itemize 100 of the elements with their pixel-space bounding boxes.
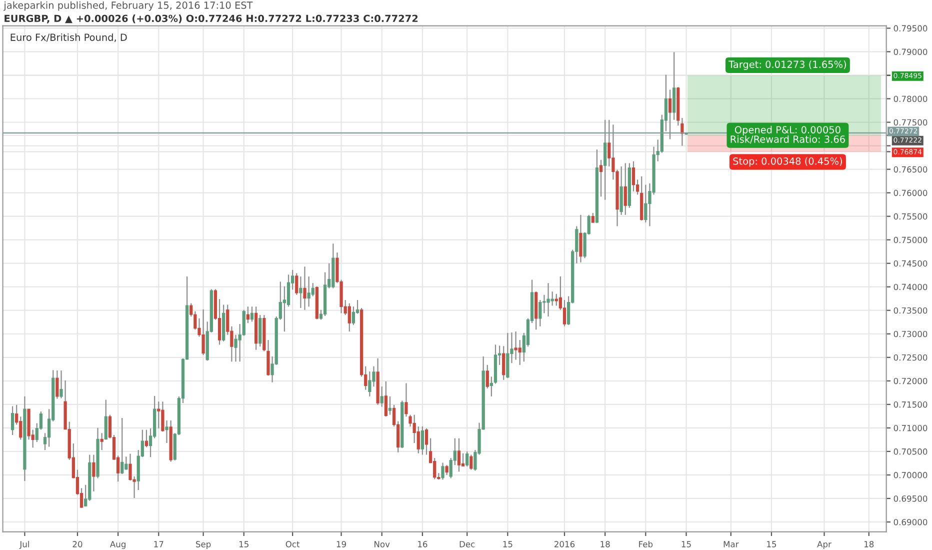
candlestick — [348, 302, 351, 332]
candlestick — [445, 464, 448, 476]
candlestick — [352, 306, 356, 326]
y-tick-label: 0.76500 — [894, 166, 928, 173]
x-tick-label: 15 — [239, 541, 248, 548]
candlestick — [120, 417, 124, 475]
candlestick — [579, 214, 582, 263]
candlestick — [420, 426, 424, 456]
x-tick-label: Mar — [724, 541, 739, 548]
candlestick — [299, 276, 302, 309]
y-tick-label: 0.69000 — [894, 518, 928, 526]
candlestick — [388, 396, 392, 416]
candlestick — [124, 456, 128, 470]
y-tick-label: 0.75500 — [894, 213, 928, 220]
y-tick-label: 0.71000 — [894, 424, 928, 432]
candlestick — [60, 370, 63, 399]
band-label: Stop: 0.00348 (0.45%) — [733, 157, 842, 167]
x-tick-label: 15 — [503, 541, 512, 548]
candlestick — [384, 380, 388, 418]
candlestick — [100, 432, 104, 451]
candlestick — [307, 276, 310, 308]
y-tick-label: 0.72000 — [894, 378, 928, 384]
y-tick-label: 0.74000 — [894, 284, 928, 290]
candlestick — [19, 416, 22, 440]
candlestick — [250, 306, 254, 322]
candlestick — [604, 119, 607, 200]
candlestick — [202, 308, 205, 356]
candlestick — [416, 426, 420, 454]
candlestick — [104, 399, 108, 440]
x-tick-label: 20 — [72, 541, 82, 548]
candlestick — [165, 420, 168, 444]
candlestick — [562, 299, 566, 327]
candlestick — [518, 339, 522, 366]
y-tick-label: 0.78000 — [894, 96, 928, 102]
candlestick — [490, 376, 494, 397]
x-tick-label: 2016 — [554, 541, 575, 548]
candlestick — [92, 454, 96, 492]
candlestick — [380, 386, 384, 408]
y-tick-label: 0.79500 — [894, 25, 928, 32]
x-tick-label: 16 — [418, 541, 428, 548]
candlestick — [144, 429, 148, 448]
y-tick-label: 0.73500 — [894, 307, 928, 314]
candlestick — [368, 370, 372, 397]
candlestick — [506, 332, 510, 379]
candlestick — [486, 364, 489, 389]
annotation: Opened P&L: 0.00050 Risk/Reward Ratio: 3.66 — [730, 126, 845, 144]
x-tick-label: Dec — [460, 541, 475, 548]
y-tick-label: 0.76000 — [894, 190, 928, 196]
candlestick — [303, 266, 306, 310]
candlestick — [295, 272, 298, 296]
y-tick-label: 0.72500 — [894, 354, 928, 361]
candlestick — [286, 274, 290, 308]
candlestick — [680, 117, 684, 146]
text: Euro Fx/British Pound, D — [10, 33, 127, 42]
candlestick — [424, 428, 428, 456]
candlestick — [282, 286, 286, 332]
x-tick-label: Sep — [196, 541, 211, 549]
chart-subtitle: EURGBP, D ▲ +0.00026 (+0.03%) O:0.77246 H:0.77272 L:0.77233 C:0.77272 — [4, 14, 418, 24]
candlestick — [311, 282, 314, 297]
candlestick — [246, 306, 250, 324]
candlestick — [157, 401, 160, 429]
x-tick-label: 19 — [336, 541, 346, 548]
candlestick — [668, 89, 672, 140]
candlestick — [470, 454, 473, 470]
candlestick — [441, 462, 444, 480]
candlestick — [502, 346, 506, 381]
candlestick — [514, 330, 518, 360]
candlestick — [644, 184, 648, 223]
x-tick-label: Aug — [110, 541, 126, 549]
y-tick-label: 0.73000 — [894, 330, 928, 338]
candlestick — [457, 438, 461, 472]
candlestick — [466, 450, 469, 468]
x-tick-label: 17 — [154, 541, 164, 548]
y-tick-label: 0.71500 — [894, 401, 928, 408]
candlestick — [56, 370, 59, 400]
y-tick-label: 0.70500 — [894, 448, 928, 455]
candlestick — [599, 159, 603, 198]
candlestick — [242, 309, 246, 336]
x-tick-label: Jul — [19, 540, 29, 549]
candlestick — [546, 282, 550, 318]
y-tick-label: 0.70000 — [894, 472, 928, 478]
x-tick-label: Feb — [639, 540, 653, 548]
y-tick-label: 0.79000 — [894, 48, 928, 55]
y-tick-label: 0.75000 — [894, 236, 928, 244]
candlestick — [461, 452, 465, 468]
x-tick-label: 15 — [682, 541, 691, 548]
candlestick — [10, 406, 14, 436]
candlestick — [632, 160, 636, 192]
candlestick — [538, 299, 542, 327]
y-tick-label: 0.77500 — [894, 119, 928, 126]
candlestick — [550, 290, 554, 306]
x-tick-label: 15 — [767, 541, 776, 548]
text: jakeparkin published, February 15, 2016 17:10 EST — [4, 1, 253, 11]
band-label: Target: 0.01273 (1.65%) — [728, 60, 846, 70]
y-tick-label: 0.69500 — [894, 495, 928, 502]
x-tick-label: Apr — [817, 541, 832, 549]
candlestick — [624, 162, 627, 216]
x-tick-label: 18 — [864, 541, 874, 548]
candlestick — [591, 212, 594, 224]
x-tick-label: Oct — [286, 541, 300, 548]
